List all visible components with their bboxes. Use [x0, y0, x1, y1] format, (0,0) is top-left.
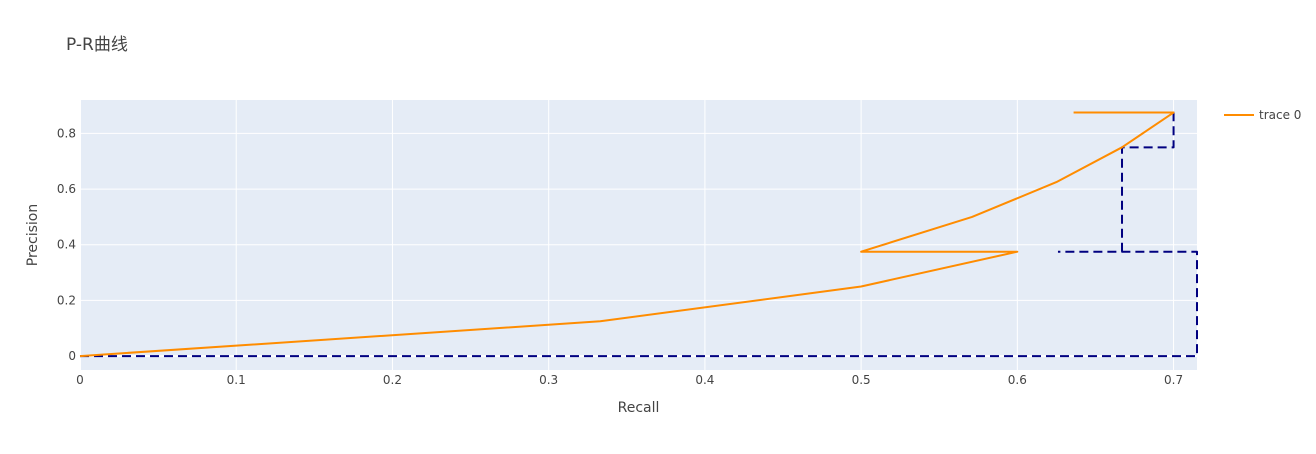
- x-axis-title: Recall: [618, 400, 660, 416]
- legend-label-trace-0[interactable]: trace 0: [1259, 108, 1301, 122]
- legend[interactable]: trace 0: [1224, 108, 1301, 122]
- y-tick-label: 0.8: [57, 126, 76, 140]
- x-tick-label: 0.6: [1008, 373, 1027, 387]
- y-tick-label: 0.2: [57, 293, 76, 307]
- x-tick-label: 0.3: [539, 373, 558, 387]
- x-tick-label: 0.7: [1164, 373, 1183, 387]
- y-tick-label: 0.4: [57, 238, 76, 252]
- x-tick-label: 0.2: [383, 373, 402, 387]
- chart-title: P-R曲线: [66, 35, 128, 55]
- plot-area: [80, 100, 1197, 370]
- series-line-trace-0: [79, 111, 1175, 358]
- y-tick-label: 0: [68, 349, 76, 363]
- series-layer: [79, 111, 1198, 358]
- x-tick-label: 0.5: [852, 373, 871, 387]
- tick-label-layer: 0 0.1 0.2 0.3 0.4 0.5 0.6 0.7 0 0.2 0.4 0.6 0.8: [57, 126, 1183, 387]
- x-tick-label: 0: [76, 373, 84, 387]
- y-tick-label: 0.6: [57, 182, 76, 196]
- y-axis-title: Precision: [25, 204, 41, 266]
- x-tick-label: 0.1: [227, 373, 246, 387]
- x-tick-label: 0.4: [695, 373, 714, 387]
